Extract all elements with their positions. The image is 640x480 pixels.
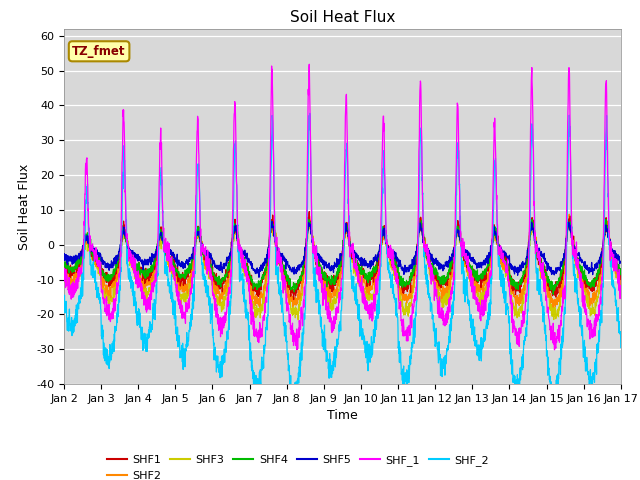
X-axis label: Time: Time xyxy=(327,409,358,422)
Y-axis label: Soil Heat Flux: Soil Heat Flux xyxy=(17,163,31,250)
Text: TZ_fmet: TZ_fmet xyxy=(72,45,126,58)
Legend: SHF1, SHF2, SHF3, SHF4, SHF5, SHF_1, SHF_2: SHF1, SHF2, SHF3, SHF4, SHF5, SHF_1, SHF… xyxy=(102,451,493,480)
Title: Soil Heat Flux: Soil Heat Flux xyxy=(290,10,395,25)
